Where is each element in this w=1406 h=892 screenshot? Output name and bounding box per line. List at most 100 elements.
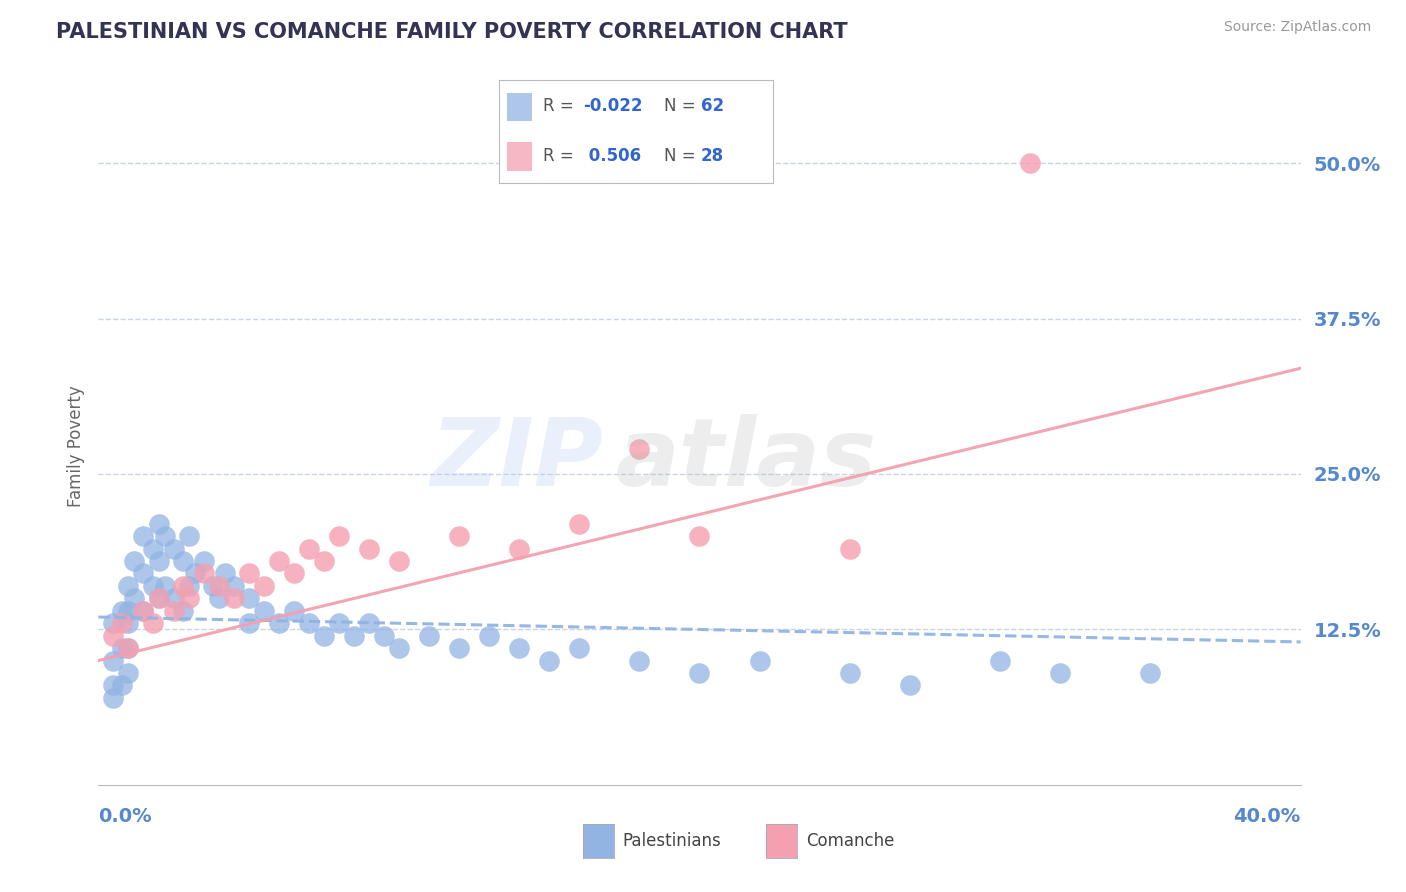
Point (373, 629, 395, 643)
Point (1049, 665, 1071, 680)
Point (117, 579, 139, 593)
Point (153, 579, 176, 593)
FancyBboxPatch shape (508, 93, 531, 121)
Point (1019, 156, 1042, 170)
Point (177, 529, 200, 543)
Point (838, 665, 860, 680)
Text: 0.506: 0.506 (582, 146, 641, 165)
Point (253, 604, 276, 618)
Point (162, 541, 184, 556)
Point (508, 541, 530, 556)
Point (328, 616, 350, 631)
Point (172, 604, 194, 618)
Point (283, 566, 305, 581)
Point (298, 541, 321, 556)
Text: N =: N = (664, 97, 700, 115)
Text: Comanche: Comanche (806, 832, 894, 850)
Point (689, 529, 711, 543)
Point (201, 579, 224, 593)
Point (172, 554, 194, 568)
Text: 62: 62 (700, 97, 724, 115)
Point (162, 591, 184, 606)
Point (478, 629, 501, 643)
Point (388, 554, 411, 568)
Point (222, 591, 245, 606)
Point (117, 665, 139, 680)
Point (193, 566, 215, 581)
Point (177, 579, 200, 593)
Point (132, 566, 155, 581)
Point (628, 442, 651, 456)
Point (208, 579, 231, 593)
Text: PALESTINIAN VS COMANCHE FAMILY POVERTY CORRELATION CHART: PALESTINIAN VS COMANCHE FAMILY POVERTY C… (56, 22, 848, 42)
Text: N =: N = (664, 146, 700, 165)
Point (208, 591, 231, 606)
Point (1139, 665, 1161, 680)
Y-axis label: Family Poverty: Family Poverty (66, 385, 84, 507)
Point (253, 579, 276, 593)
Point (238, 566, 260, 581)
Point (312, 629, 335, 643)
Point (177, 591, 200, 606)
Point (132, 604, 155, 618)
Point (267, 554, 290, 568)
Point (298, 616, 321, 631)
Text: R =: R = (543, 97, 579, 115)
Point (538, 654, 561, 668)
Point (628, 654, 651, 668)
Point (267, 616, 290, 631)
Point (312, 554, 335, 568)
Point (357, 616, 380, 631)
Point (193, 554, 215, 568)
Point (103, 616, 125, 631)
Point (111, 641, 134, 656)
Point (214, 566, 236, 581)
Point (328, 529, 350, 543)
Point (838, 541, 860, 556)
Point (132, 604, 155, 618)
Point (111, 604, 134, 618)
Point (111, 616, 134, 631)
Point (357, 541, 380, 556)
Point (148, 591, 170, 606)
Point (141, 579, 163, 593)
Point (222, 579, 245, 593)
Point (148, 554, 170, 568)
Point (132, 529, 155, 543)
Point (388, 641, 411, 656)
Point (148, 591, 170, 606)
Text: ZIP: ZIP (430, 414, 603, 506)
Point (103, 690, 125, 705)
Point (117, 641, 139, 656)
Point (447, 529, 470, 543)
Point (124, 591, 146, 606)
Point (103, 678, 125, 692)
Point (988, 654, 1011, 668)
Point (111, 678, 134, 692)
Point (103, 654, 125, 668)
Point (447, 641, 470, 656)
Text: -0.022: -0.022 (582, 97, 643, 115)
Text: 0.0%: 0.0% (98, 807, 152, 826)
Text: atlas: atlas (616, 414, 876, 506)
Point (124, 554, 146, 568)
Point (568, 641, 591, 656)
Point (103, 629, 125, 643)
Point (418, 629, 440, 643)
Point (117, 641, 139, 656)
Text: 40.0%: 40.0% (1233, 807, 1301, 826)
Point (689, 665, 711, 680)
Point (148, 516, 170, 531)
Point (117, 604, 139, 618)
Point (141, 616, 163, 631)
Point (283, 604, 305, 618)
Point (153, 529, 176, 543)
Point (343, 629, 366, 643)
Text: Palestinians: Palestinians (623, 832, 721, 850)
Point (172, 579, 194, 593)
Point (508, 641, 530, 656)
Point (568, 516, 591, 531)
Point (183, 566, 205, 581)
FancyBboxPatch shape (508, 142, 531, 170)
Text: R =: R = (543, 146, 579, 165)
